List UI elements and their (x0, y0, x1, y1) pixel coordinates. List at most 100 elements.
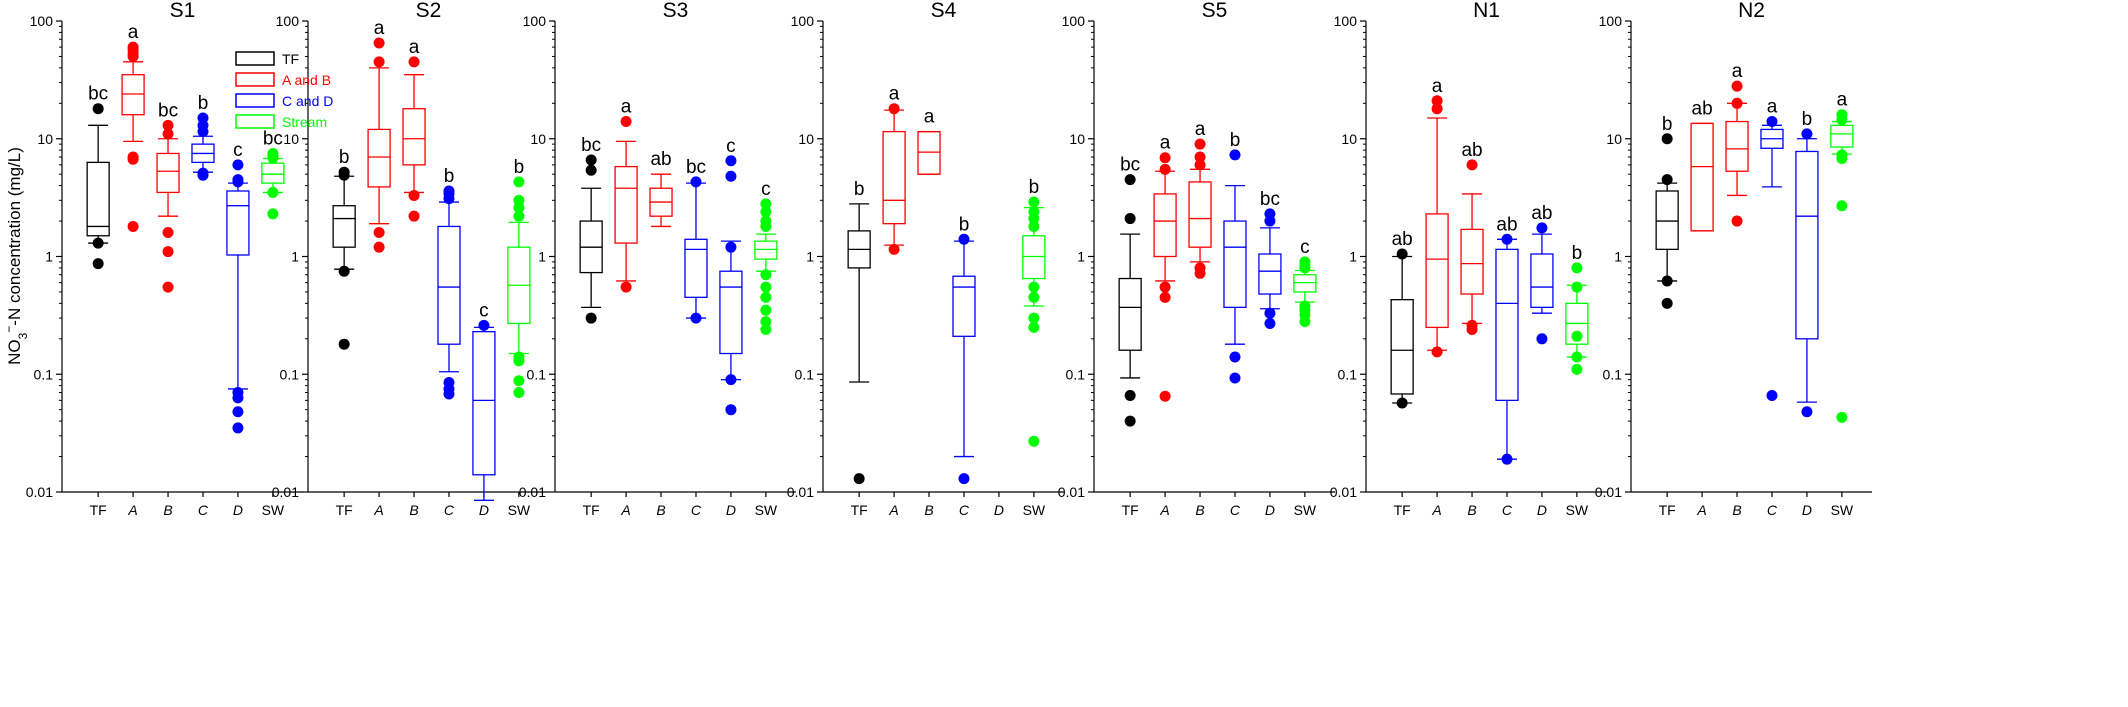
outlier-point (1028, 312, 1040, 324)
outlier-point (373, 56, 385, 68)
outlier-point (513, 176, 525, 188)
box-tf: b (332, 147, 356, 350)
x-tick-label: A (127, 502, 137, 518)
y-tick-label: 1 (1614, 249, 1622, 265)
outlier-point (1431, 346, 1443, 358)
outlier-point (760, 281, 772, 293)
panel-title: S2 (416, 0, 442, 22)
outlier-point (1836, 200, 1848, 212)
x-tick-label: SW (508, 502, 531, 518)
outlier-point (1571, 363, 1583, 375)
significance-letter: bc (158, 100, 178, 121)
outlier-point (1159, 163, 1171, 175)
significance-letter: b (854, 179, 865, 200)
significance-letter: ab (1692, 98, 1713, 119)
box-tf: bc (1118, 155, 1142, 427)
significance-letter: bc (1260, 189, 1280, 210)
y-tick-label: 0.01 (519, 484, 546, 500)
outlier-point (1661, 275, 1673, 287)
outlier-point (1571, 262, 1583, 274)
outlier-point (585, 164, 597, 176)
significance-letter: a (889, 84, 900, 105)
y-tick-label: 0.1 (1066, 366, 1086, 382)
y-tick-label: 0.1 (795, 366, 815, 382)
x-tick-label: A (1159, 502, 1169, 518)
significance-letter: a (621, 97, 632, 118)
outlier-point (1661, 174, 1673, 186)
outlier-point (1766, 116, 1778, 128)
box-a: a (614, 97, 638, 293)
box-sw: b (1022, 177, 1046, 447)
box-iqr (261, 162, 285, 184)
y-tick-label: 100 (1062, 13, 1086, 29)
x-tick-label: C (691, 502, 702, 518)
box-iqr (1495, 248, 1519, 402)
x-tick-label: TF (1394, 502, 1411, 518)
panel-s2: S2 0.01 0.1 1 10 100 TF b Aa Ba Cb Dc SW b (272, 0, 549, 518)
box-b: a (402, 37, 426, 222)
outlier-point (1571, 330, 1583, 342)
outlier-point (690, 312, 702, 324)
box-sw: bc (261, 128, 285, 220)
y-axis-label-part: NO (5, 339, 24, 365)
outlier-point (585, 312, 597, 324)
outlier-point (373, 226, 385, 238)
box-d: b (1795, 109, 1819, 418)
legend-label: A and B (282, 72, 331, 88)
significance-letter: ab (650, 149, 671, 170)
panel-s4: S4 0.01 0.1 1 10 100 TF b Aa Ba Cb D SW b (787, 0, 1064, 518)
box-iqr (1830, 124, 1854, 148)
outlier-point (267, 186, 279, 198)
legend-swatch (235, 114, 275, 129)
outlier-point (1124, 415, 1136, 427)
y-tick-label: 10 (1606, 131, 1622, 147)
outlier-point (513, 210, 525, 222)
x-tick-label: SW (262, 502, 285, 518)
outlier-point (725, 374, 737, 386)
outlier-point (1028, 321, 1040, 333)
outlier-point (1124, 213, 1136, 225)
x-tick-label: B (1732, 502, 1741, 518)
outlier-point (1731, 215, 1743, 227)
box-iqr (1655, 190, 1679, 251)
outlier-point (232, 392, 244, 404)
significance-letter: bc (263, 128, 283, 149)
significance-letter: c (1300, 237, 1310, 258)
box-a: a (121, 22, 145, 232)
outlier-point (1028, 435, 1040, 447)
outlier-point (888, 103, 900, 115)
y-tick-label: 100 (523, 13, 547, 29)
x-tick-label: A (888, 502, 898, 518)
box-a: a (1153, 133, 1177, 402)
box-iqr (402, 108, 426, 166)
x-tick-label: C (444, 502, 455, 518)
x-tick-label: SW (1831, 502, 1854, 518)
outlier-point (338, 265, 350, 277)
box-iqr (1390, 299, 1414, 395)
outlier-point (1536, 222, 1548, 234)
outlier-point (1501, 233, 1513, 245)
y-tick-label: 1 (291, 249, 299, 265)
box-c: b (191, 93, 215, 181)
x-tick-label: TF (90, 502, 107, 518)
box-iqr (1293, 274, 1317, 293)
outlier-point (620, 281, 632, 293)
outlier-point (513, 202, 525, 214)
box-iqr (226, 190, 250, 256)
box-b: bc (156, 100, 180, 293)
outlier-point (1229, 351, 1241, 363)
outlier-point (1194, 267, 1206, 279)
y-tick-label: 0.1 (34, 366, 54, 382)
box-iqr (614, 165, 638, 244)
outlier-point (1536, 333, 1548, 345)
significance-letter: bc (1120, 155, 1140, 176)
box-iqr (1460, 228, 1484, 295)
significance-letter: ab (1496, 214, 1517, 235)
outlier-point (267, 208, 279, 220)
significance-letter: c (726, 136, 736, 157)
significance-letter: a (1432, 76, 1443, 97)
box-iqr (437, 225, 461, 345)
box-c: b (437, 166, 461, 400)
outlier-point (1501, 453, 1513, 465)
outlier-point (443, 388, 455, 400)
